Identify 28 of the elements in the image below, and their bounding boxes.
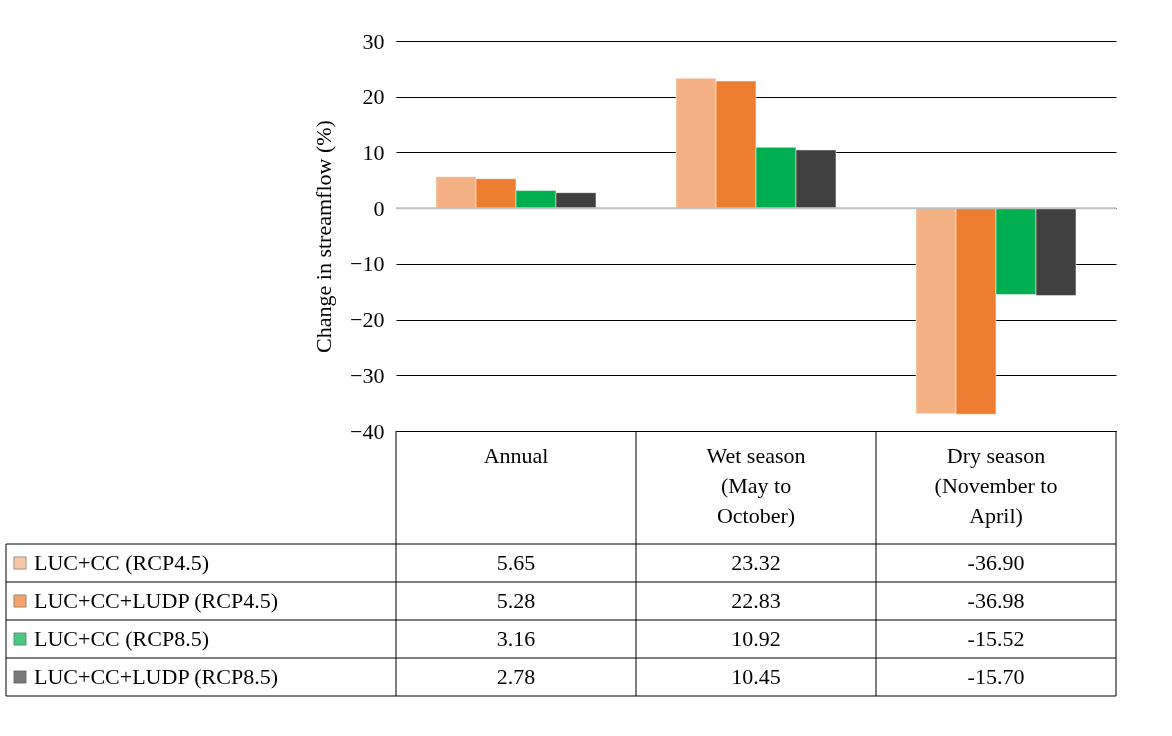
text: 5.28 bbox=[496, 588, 536, 613]
text: 5.65 bbox=[496, 550, 536, 575]
text: -36.90 bbox=[967, 550, 1025, 575]
y-tick-label: −40 bbox=[350, 418, 385, 444]
legend-label: LUC+CC (RCP8.5) bbox=[34, 626, 209, 651]
text: -15.52 bbox=[967, 626, 1025, 651]
y-tick-label: −30 bbox=[350, 362, 385, 388]
y-tick-label: −10 bbox=[350, 251, 385, 277]
y-tick-label: 20 bbox=[362, 84, 385, 110]
text: 10.45 bbox=[731, 664, 781, 689]
text: 2.78 bbox=[496, 664, 536, 689]
x-tick-label: Annual bbox=[483, 442, 549, 468]
x-tick-label: Dry season (November to April) bbox=[934, 442, 1058, 528]
legend-label: LUC+CC+LUDP (RCP4.5) bbox=[34, 588, 279, 613]
text: -15.70 bbox=[967, 664, 1025, 689]
text: 10.92 bbox=[731, 626, 781, 651]
text: 3.16 bbox=[496, 626, 536, 651]
legend-label: LUC+CC+LUDP (RCP8.5) bbox=[34, 664, 279, 689]
text: 23.32 bbox=[731, 550, 781, 575]
text: -36.98 bbox=[967, 588, 1025, 613]
y-tick-label: 0 bbox=[373, 195, 385, 221]
y-tick-label: 10 bbox=[362, 139, 385, 165]
x-tick-label: Wet season (May to October) bbox=[706, 442, 806, 528]
text: 22.83 bbox=[731, 588, 781, 613]
legend-label: LUC+CC (RCP4.5) bbox=[34, 550, 209, 575]
y-axis-title: Change in streamflow (%) bbox=[311, 120, 337, 353]
y-tick-label: 30 bbox=[362, 28, 385, 54]
y-tick-label: −20 bbox=[350, 307, 385, 333]
